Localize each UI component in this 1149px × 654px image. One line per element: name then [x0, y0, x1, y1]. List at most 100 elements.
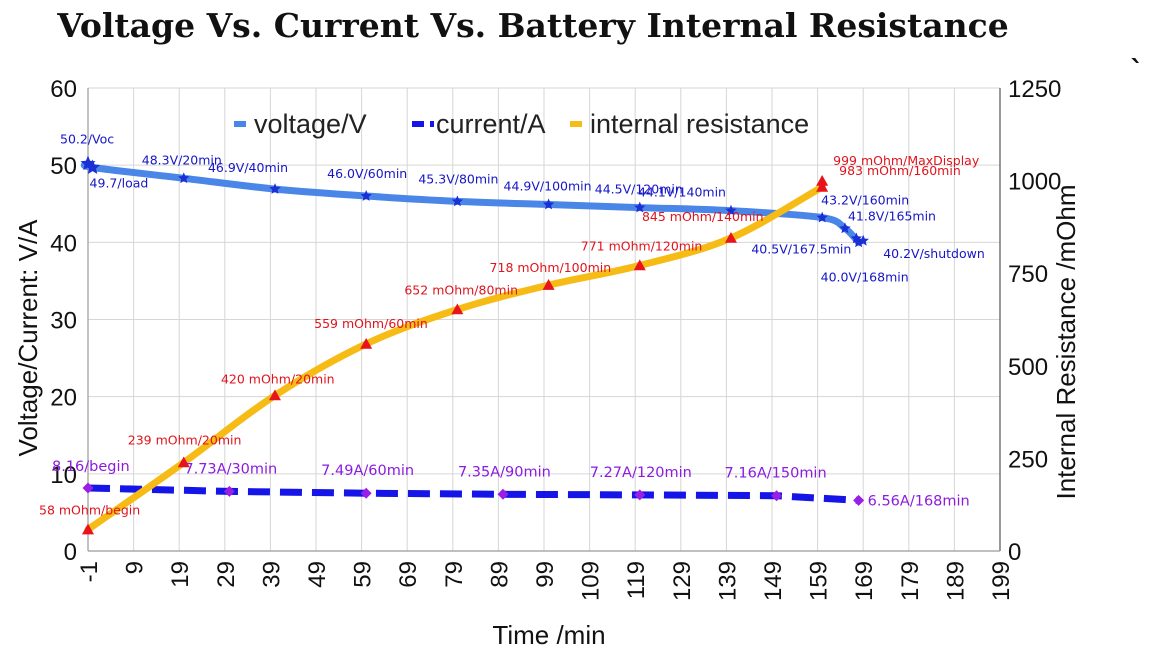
voltage-marker: [85, 159, 101, 174]
x-tick-label: 49: [304, 561, 331, 588]
resistance-marker: [542, 279, 555, 290]
y-tick-label-left: 40: [50, 230, 77, 257]
resistance-marker: [816, 180, 829, 192]
voltage-marker: [451, 195, 464, 207]
resistance-data-label: 559 mOhm/60min: [314, 316, 428, 331]
current-data-label: 7.49A/60min: [321, 463, 414, 479]
resistance-data-label: 58 mOhm/begin: [39, 503, 140, 518]
resistance-data-label: 983 mOhm/160min: [839, 163, 961, 178]
current-marker: [360, 487, 372, 499]
voltage-marker: [857, 234, 869, 246]
voltage-marker: [360, 190, 372, 201]
axes: -1 9 19 29 39 49 59 69 79 89 99 109 119 129 139 149 159 1…: [50, 76, 1061, 601]
voltage-marker: [634, 201, 646, 213]
resistance-data-label: 845 mOhm/140min: [642, 209, 764, 224]
resistance-marker: [816, 174, 829, 186]
resistance-data-label: 999 mOhm/MaxDisplay: [833, 153, 980, 168]
resistance-marker: [82, 523, 94, 535]
current-marker: [634, 489, 646, 501]
x-tick-label: 199: [988, 561, 1015, 601]
x-tick-label: 119: [623, 561, 650, 599]
x-tick-label: 129: [669, 561, 696, 601]
y-tick-label-right: 1250: [1008, 76, 1061, 103]
voltage-data-label: 44.5V/120min: [595, 182, 683, 197]
voltage-data-label: 44.1V/140min: [638, 185, 726, 200]
resistance-marker: [724, 232, 737, 243]
y-tick-label-left: 20: [50, 385, 77, 412]
x-tick-label: 29: [213, 561, 240, 588]
current-line: [87, 484, 859, 504]
y-tick-label-left: 0: [64, 539, 77, 566]
voltage-marker: [542, 198, 555, 210]
x-tick-label: -1: [76, 561, 103, 582]
y-tick-label-right: 750: [1008, 261, 1048, 288]
voltage-data-label: 41.8V/165min: [848, 208, 936, 223]
y-tick-label-left: 30: [50, 308, 77, 335]
voltage-data-label: 50.2/Voc: [60, 132, 114, 147]
y-tick-label-right: 500: [1008, 354, 1048, 381]
current-marker: [82, 482, 94, 494]
current-data-label: 7.27A/120min: [590, 465, 692, 481]
x-tick-label: 149: [760, 561, 787, 601]
x-tick-label: 79: [441, 561, 468, 588]
y-tick-label-right: 250: [1008, 446, 1048, 473]
resistance-data-label: 771 mOhm/120min: [581, 238, 703, 253]
current-marker: [771, 490, 783, 502]
current-data-label: 6.56A/168min: [868, 493, 970, 509]
resistance-data-label: 652 mOhm/80min: [404, 282, 518, 297]
current-data-label: 8.16/begin: [52, 459, 130, 475]
voltage-data-label: 46.0V/60min: [327, 166, 407, 181]
voltage-marker: [725, 204, 737, 216]
y-axis-right-title: Internal Resistance /mOhm: [1051, 184, 1081, 499]
y-tick-label-right: 0: [1008, 539, 1021, 566]
x-tick-label: 9: [122, 561, 149, 574]
current-data-label: 7.16A/150min: [725, 466, 827, 482]
current-marker: [497, 488, 509, 500]
x-tick-label: 109: [578, 561, 605, 601]
resistance-marker: [360, 337, 373, 349]
x-tick-label: 19: [167, 561, 194, 588]
resistance-marker: [633, 259, 646, 271]
current-marker: [223, 485, 235, 497]
x-tick-label: 69: [395, 561, 422, 588]
series-markers: [80, 155, 869, 535]
y-tick-label-left: 60: [50, 76, 77, 103]
y-tick-label-right: 1000: [1008, 169, 1061, 196]
legend: voltage/V current/A internal resistance: [234, 109, 809, 139]
x-tick-label: 159: [806, 561, 833, 601]
voltage-data-label: 43.2V/160min: [821, 193, 909, 208]
current-data-label: 7.35A/90min: [458, 464, 551, 480]
x-tick-label: 39: [258, 561, 285, 588]
voltage-data-label: 40.5V/167.5min: [751, 241, 851, 256]
x-tick-label: 189: [942, 561, 969, 601]
x-tick-label: 139: [714, 561, 741, 601]
legend-resistance-label: internal resistance: [590, 109, 809, 139]
voltage-data-label: 49.7/load: [90, 175, 149, 190]
voltage-marker: [816, 211, 828, 223]
legend-voltage-label: voltage/V: [254, 109, 367, 139]
voltage-data-label: 48.3V/20min: [142, 152, 222, 167]
voltage-marker: [269, 183, 281, 194]
voltage-marker: [178, 172, 190, 184]
voltage-data-label: 44.9V/100min: [504, 179, 592, 194]
x-tick-label: 179: [897, 561, 924, 601]
y-tick-label-left: 50: [50, 153, 77, 180]
resistance-marker: [177, 456, 190, 468]
stray-mark: `: [1130, 54, 1144, 87]
x-tick-label: 99: [532, 561, 559, 588]
resistance-line: [84, 183, 826, 533]
y-tick-label-left: 10: [50, 462, 77, 489]
x-axis-title: Time /min: [492, 620, 605, 650]
chart-title: Voltage Vs. Current Vs. Battery Internal…: [56, 6, 1008, 45]
voltage-data-label: 45.3V/80min: [418, 171, 498, 186]
x-tick-label: 169: [851, 561, 878, 601]
resistance-marker: [268, 389, 281, 401]
voltage-data-label: 40.2V/shutdown: [883, 246, 985, 261]
x-tick-label: 89: [486, 561, 513, 588]
resistance-data-label: 718 mOhm/100min: [490, 260, 612, 275]
y-axis-left-title: Voltage/Current: V/A: [13, 219, 43, 457]
x-tick-label: 59: [350, 561, 377, 588]
resistance-data-label: 239 mOhm/20min: [128, 432, 242, 447]
